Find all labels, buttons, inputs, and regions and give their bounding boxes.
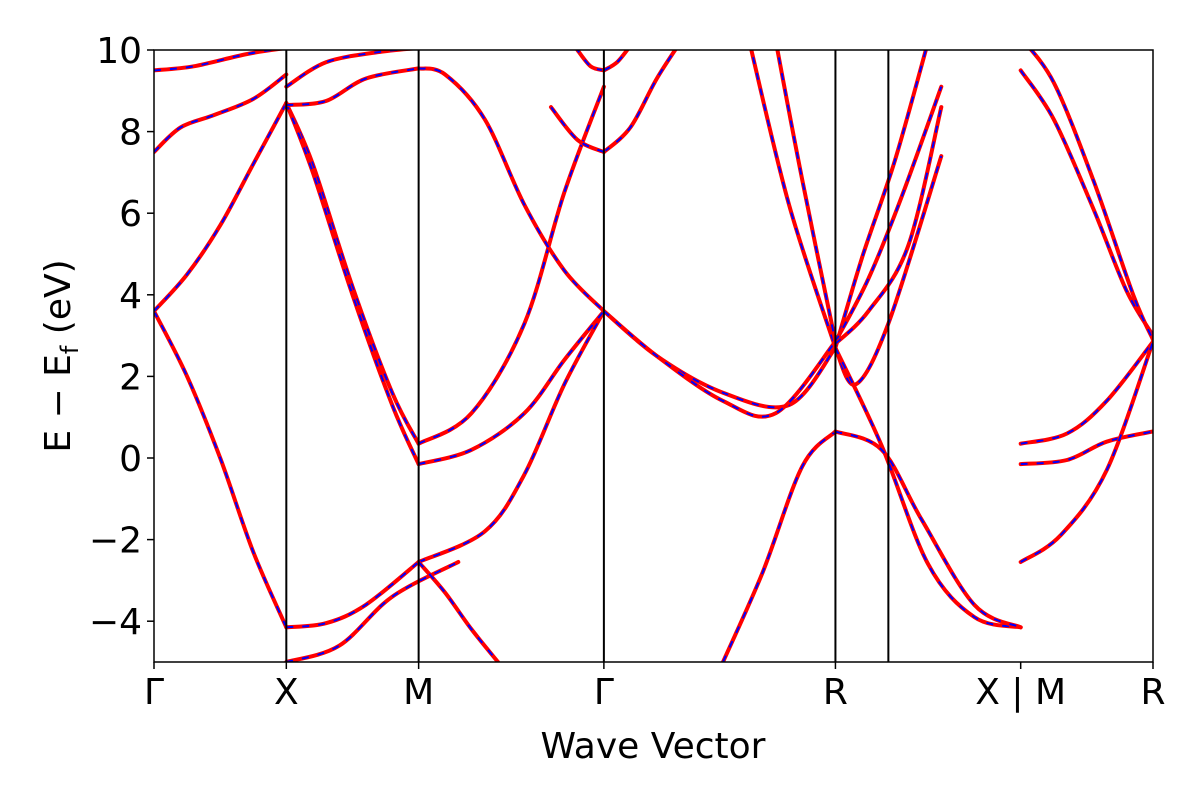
band-line-dashed-21 (722, 430, 837, 662)
high-symmetry-lines (285, 50, 890, 662)
band-line-dashed-22 (750, 50, 837, 349)
band-line-33 (1018, 429, 1153, 467)
band-line-32 (1018, 339, 1153, 446)
band-line-28 (833, 345, 1023, 630)
y-axis-label-main: E − E (38, 354, 79, 453)
x-tick-label: R (1140, 672, 1165, 713)
band-line-8 (284, 50, 419, 89)
band-line-dashed-25 (834, 86, 943, 343)
x-tick-label: M (403, 672, 434, 713)
band-line-16 (601, 309, 838, 419)
band-line-dashed-26 (834, 106, 943, 345)
band-line-29 (833, 429, 1023, 630)
band-line-17 (601, 50, 678, 154)
x-axis-ticks: Γ X M Γ R X | M R (144, 662, 1166, 713)
band-line-dashed-11 (417, 561, 499, 662)
band-line-dashed-30 (1019, 69, 1153, 337)
y-tick-label: −4 (89, 602, 142, 643)
bands-layer (154, 50, 1153, 662)
x-tick-label: Γ (594, 672, 614, 713)
band-line-11 (416, 560, 500, 662)
y-tick-label: 8 (119, 113, 142, 154)
band-line-dashed-33 (1020, 430, 1153, 466)
band-line-dashed-6 (285, 102, 420, 465)
y-tick-label: 6 (119, 194, 142, 235)
y-tick-label: 4 (119, 276, 142, 317)
band-line-dashed-13 (418, 310, 605, 466)
band-line-dashed-2 (154, 102, 288, 312)
x-axis-label: Wave Vector (541, 726, 766, 767)
x-tick-label: Γ (144, 672, 164, 713)
x-tick-label: X (274, 672, 299, 713)
band-line-3 (154, 72, 289, 154)
band-line-dashed-28 (834, 347, 1021, 629)
band-line-dashed-19 (576, 50, 605, 72)
band-line-dashed-16 (603, 310, 837, 418)
band-line-21 (721, 429, 838, 662)
band-line-dashed-29 (835, 430, 1022, 629)
band-line-19 (575, 50, 606, 73)
band-line-18 (549, 105, 606, 154)
band-line-dashed-20 (603, 50, 629, 72)
band-line-dashed-18 (550, 106, 605, 153)
band-line-dashed-12 (418, 86, 605, 445)
band-line-0 (154, 309, 289, 630)
x-tick-label: R (823, 672, 848, 713)
band-line-15 (601, 309, 838, 410)
band-line-dashed-15 (603, 310, 837, 409)
y-tick-label: 2 (119, 357, 142, 398)
y-axis-ticks: −4 −2 0 2 4 6 8 10 (89, 31, 154, 643)
y-tick-label: −2 (89, 521, 142, 562)
band-line-dashed-27 (834, 155, 943, 386)
y-tick-label: 10 (96, 31, 142, 72)
band-line-dashed-31 (1029, 50, 1153, 341)
band-line-dashed-7 (286, 67, 419, 107)
band-line-dashed-14 (418, 67, 605, 312)
band-line-dashed-5 (285, 102, 420, 445)
band-line-dashed-8 (285, 50, 407, 88)
band-line-dashed-23 (776, 50, 837, 342)
y-tick-label: 0 (119, 439, 142, 480)
band-line-13 (416, 309, 606, 467)
band-line-dashed-32 (1020, 341, 1153, 445)
band-line-dashed-0 (154, 310, 288, 628)
band-line-dashed-34 (1020, 341, 1153, 563)
y-axis-label-subscript: f (56, 345, 84, 354)
band-line-14 (416, 66, 606, 314)
plot-frame (153, 49, 1154, 663)
band-line-24 (833, 50, 928, 350)
y-axis-label: E − Ef (eV) (38, 259, 84, 452)
x-tick-label: X | M (975, 672, 1066, 713)
band-line-22 (749, 50, 838, 350)
band-line-dashed-10 (418, 310, 605, 563)
y-axis-label-unit: (eV) (38, 259, 79, 345)
band-line-dashed-1 (286, 561, 420, 629)
